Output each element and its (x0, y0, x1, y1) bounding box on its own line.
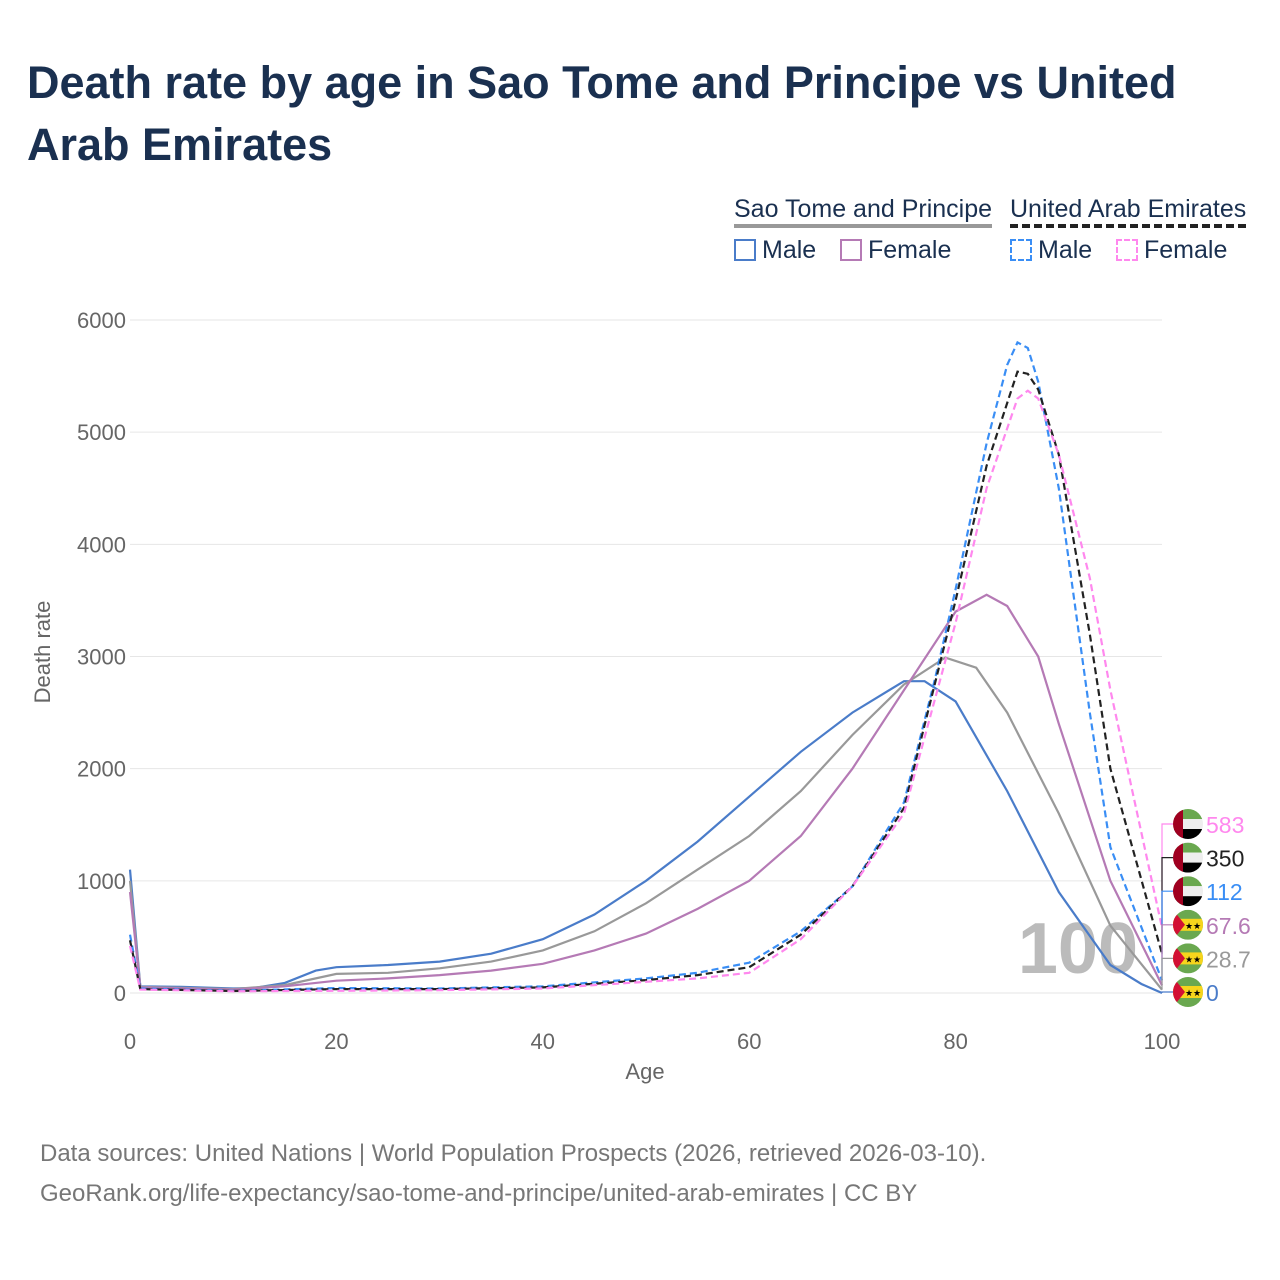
flag-triangle (1173, 943, 1185, 974)
flag-stars: ★★ (1185, 921, 1201, 931)
flag-stripe (1173, 842, 1183, 873)
x-tick-label: 20 (324, 1029, 348, 1054)
x-tick-label: 100 (1144, 1029, 1181, 1054)
uae-flag-icon (1173, 842, 1203, 873)
x-tick-label: 80 (943, 1029, 967, 1054)
end-label-connector (1161, 991, 1174, 993)
flag-stripe (1173, 819, 1203, 829)
stp-flag-icon: ★★ (1173, 909, 1203, 940)
flag-stripe (1173, 876, 1183, 907)
watermark-year: 100 (1018, 909, 1138, 989)
flag-stripe (1173, 852, 1203, 863)
series-line-0 (128, 680, 1163, 995)
y-tick-label: 0 (114, 981, 126, 1006)
end-label-connector (1161, 957, 1174, 990)
flag-body (1173, 842, 1203, 873)
series-line-2 (128, 593, 1163, 991)
x-tick-label: 60 (737, 1029, 761, 1054)
flag-body: ★★ (1173, 977, 1203, 1007)
stp-flag-icon: ★★ (1173, 977, 1203, 1007)
x-tick-label: 0 (124, 1029, 136, 1054)
flag-stripe (1173, 862, 1203, 873)
legend-group-stp[interactable]: Sao Tome and Principe (734, 194, 993, 228)
legend-uae-female[interactable]: Female (1116, 236, 1227, 265)
end-value-label: 0 (1206, 980, 1219, 1006)
flag-body (1173, 876, 1203, 907)
legend-label: Male (1038, 236, 1093, 264)
flag-stars: ★★ (1185, 954, 1201, 964)
series-line-3 (128, 340, 1164, 992)
y-tick-label: 1000 (77, 869, 126, 894)
end-label-connector (1161, 823, 1174, 928)
y-tick-label: 6000 (77, 308, 126, 333)
flag-stars: ★★ (1185, 988, 1201, 998)
end-label-connector (1161, 890, 1174, 981)
legend-group-label: United Arab Emirates (1010, 194, 1247, 228)
end-value-label: 350 (1206, 846, 1244, 872)
legend-label: Female (1144, 236, 1228, 264)
flag-body: ★★ (1173, 909, 1203, 940)
legend-swatch (734, 239, 756, 261)
end-value-label: 67.6 (1206, 913, 1251, 939)
end-value-label: 583 (1206, 812, 1244, 838)
stp-flag-icon: ★★ (1173, 943, 1203, 974)
y-tick-label: 5000 (77, 420, 126, 445)
legend-swatch (1010, 239, 1032, 261)
end-label-connector (1161, 924, 1174, 986)
x-axis-label: Age (625, 1059, 664, 1084)
legend-group-uae[interactable]: United Arab Emirates (1010, 194, 1247, 228)
legend-stp-female[interactable]: Female (840, 236, 951, 265)
series-line-4 (128, 370, 1164, 993)
flag-stripe (1173, 876, 1203, 887)
flag-stripe (1173, 809, 1183, 839)
series-line-1 (128, 656, 1163, 991)
y-axis-label: Death rate (30, 601, 55, 704)
legend-label: Female (868, 236, 952, 264)
uae-flag-icon (1173, 876, 1203, 907)
y-tick-label: 3000 (77, 645, 126, 670)
footer-link[interactable]: GeoRank.org/life-expectancy/sao-tome-and… (40, 1180, 918, 1207)
uae-flag-icon (1173, 809, 1203, 839)
legend-uae-male[interactable]: Male (1010, 236, 1092, 265)
flag-stripe (1173, 896, 1203, 907)
chart-title: Death rate by age in Sao Tome and Princi… (27, 57, 1177, 170)
end-value-label: 28.7 (1206, 946, 1251, 972)
legend-label: Male (762, 236, 817, 264)
flag-stripe (1173, 842, 1203, 853)
flag-body: ★★ (1173, 943, 1203, 974)
legend-group-label: Sao Tome and Principe (734, 194, 993, 228)
legend-stp-male[interactable]: Male (734, 236, 816, 265)
flag-stripe (1173, 886, 1203, 897)
flag-stripe (1173, 829, 1203, 839)
series-line-5 (128, 389, 1164, 993)
x-tick-label: 40 (531, 1029, 555, 1054)
y-tick-label: 2000 (77, 757, 126, 782)
flag-triangle (1173, 977, 1185, 1007)
legend-swatch (1116, 239, 1138, 261)
y-tick-label: 4000 (77, 532, 126, 557)
end-label-connector (1161, 856, 1174, 954)
legend-swatch (840, 239, 862, 261)
flag-body (1173, 809, 1203, 839)
flag-triangle (1173, 909, 1185, 940)
end-value-label: 112 (1206, 879, 1243, 905)
flag-stripe (1173, 809, 1203, 819)
footer-sources: Data sources: United Nations | World Pop… (40, 1140, 987, 1167)
